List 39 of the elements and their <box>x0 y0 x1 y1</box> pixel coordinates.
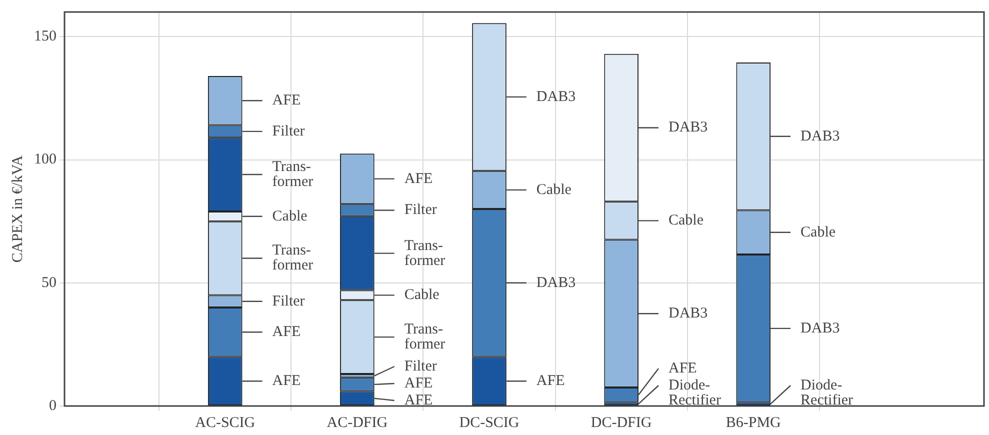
data-label: DAB3 <box>668 120 708 136</box>
data-label: AFE <box>404 375 433 392</box>
y-tick-label: 150 <box>34 28 56 45</box>
x-tick-label: DC-DFIG <box>590 414 652 431</box>
data-label: Trans- former <box>404 238 446 269</box>
data-label: DAB3 <box>536 88 576 105</box>
data-label: DAB3 <box>536 274 576 291</box>
x-tick-label: B6-PMG <box>726 414 782 431</box>
data-label: Trans- former <box>404 321 446 352</box>
x-tick-label: DC-SCIG <box>459 414 520 431</box>
data-label: Cable <box>404 287 440 304</box>
data-label: Trans- former <box>272 158 314 190</box>
data-label: DAB3 <box>668 306 708 322</box>
data-label: Cable <box>800 224 836 240</box>
data-label: AFE <box>272 92 301 109</box>
data-label: AFE <box>404 392 433 408</box>
data-label: AFE <box>536 373 565 390</box>
data-label: DAB3 <box>800 320 840 336</box>
data-label: DAB3 <box>800 128 840 144</box>
y-axis-title: CAPEX in €/kVA <box>10 155 26 263</box>
data-label: Filter <box>272 123 305 140</box>
data-label: AFE <box>668 360 697 376</box>
data-label: Filter <box>404 202 437 218</box>
data-label: Filter <box>404 358 437 374</box>
data-label: Trans- former <box>272 242 314 274</box>
x-tick-label: AC-SCIG <box>195 414 256 431</box>
data-label: Diode- Rectifier <box>668 377 721 408</box>
data-label: Cable <box>272 208 308 224</box>
y-tick-label: 50 <box>42 274 56 291</box>
data-label: Cable <box>536 182 572 198</box>
data-label: AFE <box>272 324 301 340</box>
y-tick-label: 0 <box>49 398 56 414</box>
data-label: Cable <box>668 212 704 229</box>
data-label: Filter <box>272 293 305 310</box>
x-tick-label: AC-DFIG <box>326 414 388 431</box>
data-label: AFE <box>404 170 433 187</box>
y-tick-label: 100 <box>34 152 56 168</box>
data-label: Diode- Rectifier <box>800 377 854 408</box>
data-label: AFE <box>272 373 301 390</box>
